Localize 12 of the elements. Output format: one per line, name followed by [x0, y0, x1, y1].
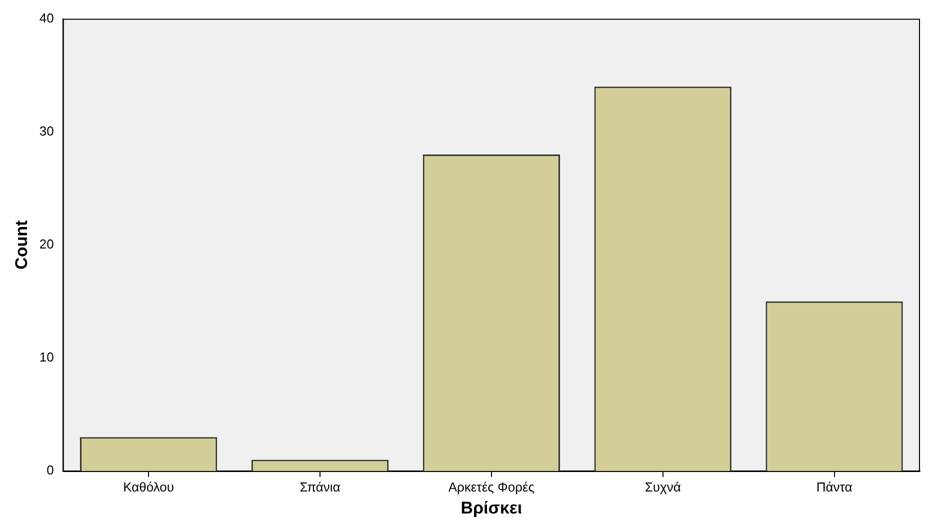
x-tick-label: Αρκετές Φορές [448, 479, 535, 494]
x-tick-label: Πάντα [816, 479, 853, 494]
y-axis-title: Count [12, 220, 31, 270]
x-tick-label: Σπάνια [300, 479, 341, 494]
y-tick-label: 20 [39, 236, 54, 252]
y-tick-label: 40 [39, 10, 54, 26]
x-tick-label: Καθόλου [123, 479, 174, 494]
x-axis-title: Βρίσκει [460, 498, 522, 518]
y-tick-label: 30 [39, 123, 54, 138]
y-tick-label: 0 [46, 462, 54, 478]
y-tick-label: 10 [39, 350, 54, 365]
x-tick-label: Συχνά [644, 479, 682, 494]
